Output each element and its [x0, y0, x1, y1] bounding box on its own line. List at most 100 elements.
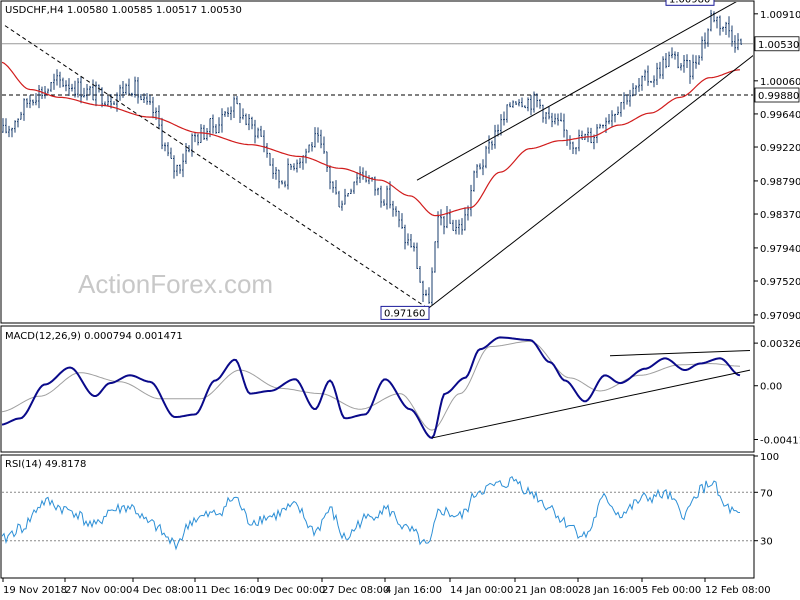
x-tick-label: 11 Dec 16:00: [195, 585, 262, 596]
ohlc-bar: [266, 143, 268, 158]
ohlc-bar: [503, 111, 505, 126]
ohlc-bar: [344, 188, 346, 205]
ohlc-bar: [113, 101, 115, 105]
ohlc-bar: [350, 188, 352, 195]
ohlc-bar: [620, 102, 622, 117]
ohlc-bar: [596, 124, 598, 144]
ohlc-bar: [491, 140, 493, 150]
ohlc-bar: [464, 207, 466, 231]
ohlc-bar: [638, 77, 640, 92]
ohlc-bar: [236, 96, 238, 105]
level-price-box: [754, 87, 800, 103]
ohlc-bar: [212, 114, 214, 134]
ohlc-bar: [488, 135, 490, 154]
ohlc-bar: [542, 104, 544, 123]
ohlc-bar: [380, 185, 382, 208]
ohlc-bar: [533, 91, 535, 113]
x-tick-label: 12 Feb 08:00: [705, 585, 771, 596]
macd-panel-frame: [0, 325, 755, 453]
ohlc-bar: [515, 101, 517, 105]
ohlc-bar: [125, 83, 127, 95]
ohlc-bar: [398, 210, 400, 228]
ohlc-bar: [29, 95, 31, 109]
ohlc-bar: [401, 213, 403, 229]
ohlc-bar: [575, 147, 577, 155]
ohlc-bar: [200, 124, 202, 144]
ohlc-bar: [326, 151, 328, 172]
macd-panel-title: MACD(12,26,9) 0.000794 0.001471: [5, 331, 183, 342]
price-trendline-2: [426, 54, 753, 310]
ohlc-bar: [278, 169, 280, 189]
ohlc-bar: [395, 206, 397, 217]
ohlc-bar: [545, 111, 547, 124]
ohlc-bar: [662, 56, 664, 80]
ohlc-bar: [317, 127, 319, 143]
ohlc-bar: [272, 158, 274, 179]
ohlc-bar: [140, 93, 142, 101]
ohlc-bar: [50, 81, 52, 92]
ohlc-bar: [35, 93, 37, 106]
ohlc-bar: [707, 28, 709, 47]
ohlc-bar: [485, 145, 487, 169]
ohlc-bar: [194, 132, 196, 143]
ohlc-bar: [8, 125, 10, 138]
ohlc-bar: [428, 287, 430, 304]
ohlc-bar: [458, 219, 460, 235]
ohlc-bar: [668, 51, 670, 67]
ohlc-bar: [314, 127, 316, 148]
ohlc-bar: [695, 55, 697, 69]
ohlc-bar: [425, 289, 427, 297]
ohlc-bar: [80, 76, 82, 104]
ohlc-bar: [698, 55, 700, 66]
rsi-y-tick-label: 70: [760, 488, 773, 499]
macd-line: [2, 336, 741, 440]
ohlc-bar: [83, 87, 85, 98]
ohlc-bar: [551, 112, 553, 128]
ohlc-bar: [659, 61, 661, 79]
ohlc-bar: [608, 113, 610, 125]
ohlc-bar: [500, 114, 502, 136]
ohlc-bar: [416, 242, 418, 270]
ohlc-bar: [710, 9, 712, 32]
ohlc-bar: [431, 267, 433, 306]
ohlc-bar: [89, 85, 91, 96]
ohlc-bar: [455, 219, 457, 235]
ohlc-bar: [356, 171, 358, 186]
ohlc-bar: [728, 16, 730, 38]
rsi-content: [2, 475, 753, 551]
macd-y-tick-label: 0.003265: [760, 339, 800, 350]
ohlc-bar: [527, 97, 529, 112]
ohlc-bar: [512, 100, 514, 108]
ohlc-bar: [203, 124, 205, 141]
ohlc-bar: [107, 95, 109, 106]
ohlc-bar: [449, 209, 451, 224]
ohlc-bar: [647, 65, 649, 86]
x-tick-label: 4 Dec 08:00: [133, 585, 194, 596]
ohlc-bar: [476, 164, 478, 178]
ohlc-bar: [257, 127, 259, 139]
ohlc-bar: [122, 80, 124, 98]
ohlc-bar: [311, 142, 313, 152]
ohlc-bar: [59, 71, 61, 88]
ohlc-bar: [281, 180, 283, 185]
ohlc-bar: [737, 33, 739, 51]
ohlc-bar: [611, 110, 613, 128]
ohlc-bar: [407, 233, 409, 246]
ohlc-bar: [665, 52, 667, 69]
ohlc-bar: [461, 218, 463, 235]
ohlc-bar: [524, 105, 526, 109]
ohlc-bar: [341, 200, 343, 211]
ohlc-bar: [656, 62, 658, 86]
ohlc-bar: [137, 77, 139, 104]
ohlc-bar: [614, 113, 616, 123]
ohlc-bar: [674, 51, 676, 60]
ohlc-bar: [119, 84, 121, 101]
ohlc-bar: [509, 102, 511, 108]
level-price-box: [754, 36, 800, 52]
ohlc-bar: [14, 120, 16, 133]
macd-content: [2, 336, 751, 440]
ohlc-bar: [5, 118, 7, 134]
ohlc-bar: [410, 234, 412, 248]
ohlc-bar: [101, 87, 103, 108]
price-y-tick-label: 0.98370: [760, 210, 800, 221]
